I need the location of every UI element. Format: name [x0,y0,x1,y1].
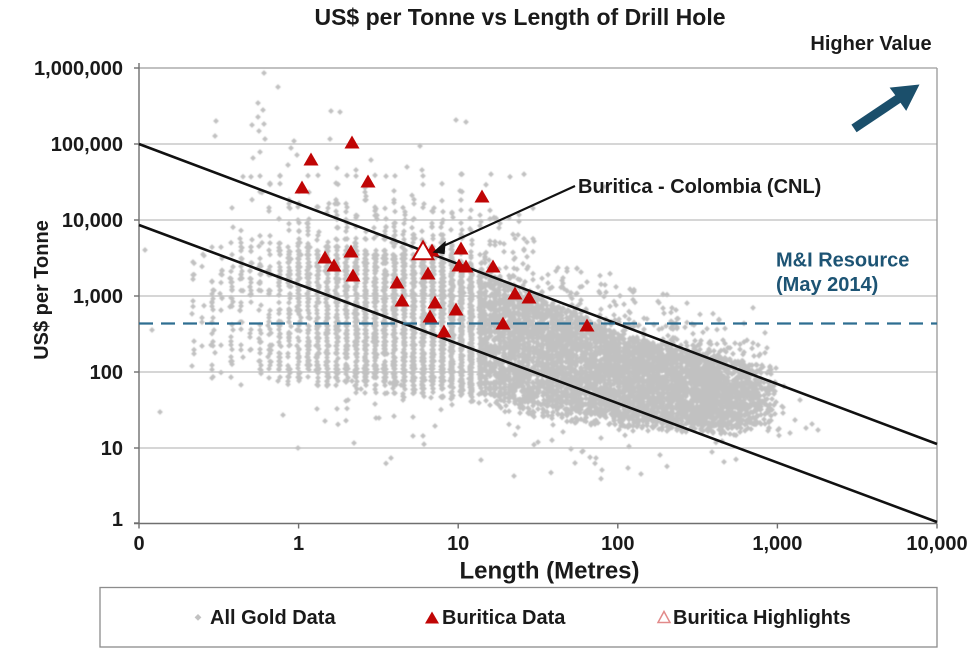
svg-text:100: 100 [90,362,123,384]
svg-text:1,000: 1,000 [73,286,123,308]
svg-text:10,000: 10,000 [62,210,123,232]
svg-text:10: 10 [101,438,123,460]
svg-text:US$ per Tonne vs Length of Dri: US$ per Tonne vs Length of Drill Hole [314,4,725,30]
svg-text:All Gold Data: All Gold Data [210,607,336,629]
svg-text:0: 0 [133,533,144,555]
svg-text:Buritica Data: Buritica Data [442,607,566,629]
svg-text:1,000,000: 1,000,000 [34,58,123,80]
svg-text:(May 2014): (May 2014) [776,274,878,296]
svg-text:M&I Resource: M&I Resource [776,250,909,272]
svg-text:1: 1 [293,533,304,555]
svg-text:100,000: 100,000 [51,134,123,156]
svg-text:1,000: 1,000 [752,533,802,555]
svg-text:US$ per Tonne: US$ per Tonne [31,220,53,360]
svg-text:100: 100 [601,533,634,555]
svg-text:Buritica Highlights: Buritica Highlights [673,607,851,629]
svg-text:Length (Metres): Length (Metres) [460,558,640,585]
svg-text:Higher Value: Higher Value [810,33,931,55]
svg-text:10: 10 [447,533,469,555]
svg-text:Buritica - Colombia (CNL): Buritica - Colombia (CNL) [578,176,821,198]
svg-text:1: 1 [112,509,123,531]
svg-text:10,000: 10,000 [906,533,967,555]
